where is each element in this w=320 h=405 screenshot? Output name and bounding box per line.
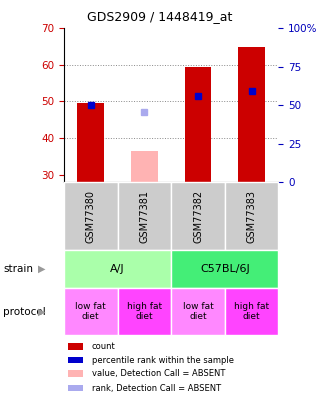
Bar xyxy=(118,288,171,335)
Text: rank, Detection Call = ABSENT: rank, Detection Call = ABSENT xyxy=(92,384,221,393)
Bar xyxy=(77,103,104,182)
Bar xyxy=(68,371,83,377)
Text: value, Detection Call = ABSENT: value, Detection Call = ABSENT xyxy=(92,369,225,378)
Bar xyxy=(118,182,171,250)
Bar xyxy=(68,357,83,363)
Text: high fat
diet: high fat diet xyxy=(127,302,162,321)
Bar xyxy=(64,182,118,250)
Text: ▶: ▶ xyxy=(38,264,46,274)
Bar xyxy=(225,288,278,335)
Bar xyxy=(64,288,118,335)
Bar xyxy=(171,250,278,288)
Bar xyxy=(68,385,83,391)
Bar xyxy=(185,67,212,182)
Text: protocol: protocol xyxy=(3,307,46,317)
Bar xyxy=(171,288,225,335)
Text: high fat
diet: high fat diet xyxy=(234,302,269,321)
Text: GSM77381: GSM77381 xyxy=(140,190,149,243)
Text: low fat
diet: low fat diet xyxy=(183,302,213,321)
Bar xyxy=(68,343,83,350)
Text: GSM77382: GSM77382 xyxy=(193,190,203,243)
Text: GDS2909 / 1448419_at: GDS2909 / 1448419_at xyxy=(87,10,233,23)
Bar xyxy=(171,182,225,250)
Text: low fat
diet: low fat diet xyxy=(76,302,106,321)
Text: GSM77380: GSM77380 xyxy=(86,190,96,243)
Text: count: count xyxy=(92,342,116,351)
Bar xyxy=(225,182,278,250)
Text: A/J: A/J xyxy=(110,264,125,274)
Text: strain: strain xyxy=(3,264,33,274)
Text: percentile rank within the sample: percentile rank within the sample xyxy=(92,356,234,364)
Bar xyxy=(238,47,265,182)
Text: GSM77383: GSM77383 xyxy=(247,190,257,243)
Bar xyxy=(131,151,158,182)
Text: C57BL/6J: C57BL/6J xyxy=(200,264,250,274)
Text: ▶: ▶ xyxy=(38,307,46,317)
Bar xyxy=(64,250,171,288)
